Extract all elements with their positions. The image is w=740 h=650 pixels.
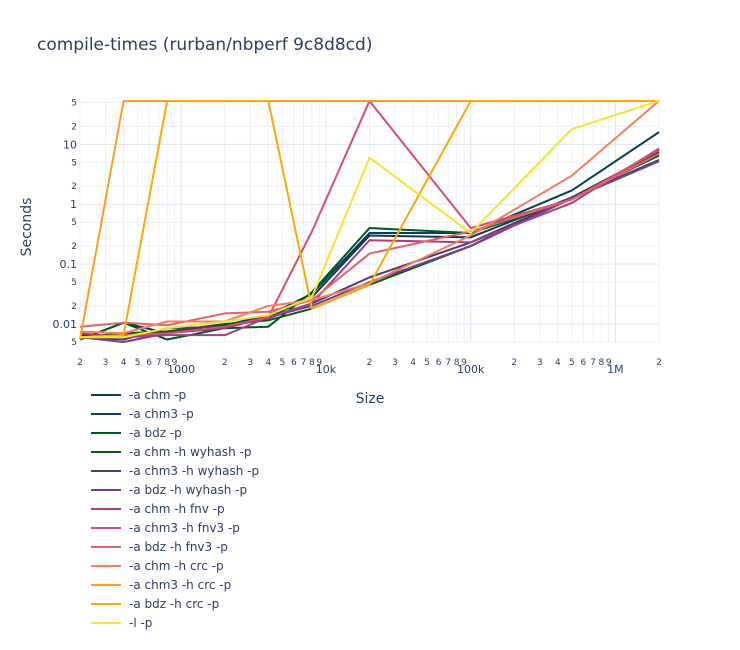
legend-item[interactable]: -a chm -h fnv -p xyxy=(91,502,225,516)
x-tick-minor-label: 2 xyxy=(77,358,83,368)
series-line-7 xyxy=(79,147,660,339)
legend-label: -a bdz -p xyxy=(129,426,182,440)
y-tick-minor-label: 5 xyxy=(71,218,77,228)
x-tick-minor-label: 2 xyxy=(511,358,517,368)
x-tick-minor-label: 7 xyxy=(445,358,451,368)
x-tick-minor-label: 8 xyxy=(454,358,460,368)
series-group xyxy=(79,99,660,343)
legend: -a chm -p -a chm3 -p -a bdz -p -a chm -h wy… xyxy=(91,388,259,630)
legend-label: -a chm3 -h crc -p xyxy=(129,578,231,592)
x-tick-minor-label: 7 xyxy=(156,358,162,368)
x-tick-minor-label: 2 xyxy=(222,358,228,368)
legend-item[interactable]: -a chm3 -h fnv3 -p xyxy=(91,521,240,535)
legend-item[interactable]: -a bdz -h fnv3 -p xyxy=(91,540,228,554)
x-tick-minor-label: 3 xyxy=(247,358,253,368)
y-tick-label: 1 xyxy=(70,198,77,211)
x-tick-minor-label: 4 xyxy=(121,358,127,368)
x-tick-label: 100k xyxy=(457,363,485,376)
legend-item[interactable]: -a chm -p xyxy=(91,388,186,402)
y-tick-minor-label: 2 xyxy=(71,242,77,252)
y-tick-minor-label: 5 xyxy=(71,98,77,108)
y-tick-minor-label: 5 xyxy=(71,278,77,288)
legend-label: -a bdz -h crc -p xyxy=(129,597,219,611)
series-line-12 xyxy=(79,99,659,339)
y-tick-minor-label: 2 xyxy=(71,182,77,192)
legend-label: -a bdz -h wyhash -p xyxy=(129,483,247,497)
x-tick-label: 1000 xyxy=(167,363,195,376)
legend-label: -a chm -p xyxy=(129,388,186,402)
x-tick-minor-label: 3 xyxy=(103,358,109,368)
legend-label: -a chm -h wyhash -p xyxy=(129,445,251,459)
legend-label: -a chm -h crc -p xyxy=(129,559,224,573)
legend-label: -a chm3 -h fnv3 -p xyxy=(129,521,240,535)
x-tick-minor-label: 8 xyxy=(164,358,170,368)
x-tick-minor-label: 6 xyxy=(146,358,152,368)
legend-label: -a chm3 -h wyhash -p xyxy=(129,464,259,478)
legend-item[interactable]: -l -p xyxy=(91,616,152,630)
y-tick-minor-label: 5 xyxy=(71,338,77,348)
legend-label: -a chm -h fnv -p xyxy=(129,502,225,516)
x-tick-minor-label: 5 xyxy=(135,358,141,368)
y-axis-title: Seconds xyxy=(19,198,35,257)
x-tick-minor-label: 9 xyxy=(606,358,612,368)
x-tick-minor-label: 5 xyxy=(569,358,575,368)
legend-item[interactable]: -a chm -h wyhash -p xyxy=(91,445,251,459)
y-tick-minor-label: 2 xyxy=(71,302,77,312)
x-tick-minor-label: 9 xyxy=(316,358,322,368)
legend-item[interactable]: -a chm -h crc -p xyxy=(91,559,224,573)
x-tick-minor-label: 4 xyxy=(410,358,416,368)
x-tick-minor-label: 7 xyxy=(301,358,307,368)
x-tick-minor-label: 8 xyxy=(309,358,315,368)
legend-item[interactable]: -a bdz -p xyxy=(91,426,182,440)
x-tick-minor-label: 6 xyxy=(291,358,297,368)
legend-item[interactable]: -a bdz -h wyhash -p xyxy=(91,483,247,497)
y-axis-ticks: 5 2 5 2 5 2 5 2 5 0.01 0.1 1 10 xyxy=(53,98,78,348)
x-tick-minor-label: 7 xyxy=(590,358,596,368)
x-tick-minor-label: 3 xyxy=(537,358,543,368)
y-tick-label: 10 xyxy=(63,138,77,151)
legend-item[interactable]: -a chm3 -p xyxy=(91,407,194,421)
x-tick-minor-label: 2 xyxy=(367,358,373,368)
y-tick-label: 0.01 xyxy=(53,318,78,331)
x-tick-minor-label: 6 xyxy=(580,358,586,368)
x-tick-minor-label: 3 xyxy=(392,358,398,368)
x-tick-minor-label: 4 xyxy=(265,358,271,368)
x-tick-label: 10k xyxy=(316,363,337,376)
x-tick-minor-label: 9 xyxy=(172,358,178,368)
y-tick-minor-label: 5 xyxy=(71,158,77,168)
legend-item[interactable]: -a bdz -h crc -p xyxy=(91,597,219,611)
x-tick-minor-label: 9 xyxy=(461,358,467,368)
x-axis-title: Size xyxy=(356,391,385,407)
grid xyxy=(79,100,660,343)
y-tick-minor-label: 2 xyxy=(71,122,77,132)
x-tick-minor-label: 6 xyxy=(436,358,442,368)
x-tick-minor-label: 5 xyxy=(424,358,430,368)
legend-label: -a chm3 -p xyxy=(129,407,194,421)
legend-label: -a bdz -h fnv3 -p xyxy=(129,540,228,554)
y-tick-label: 0.1 xyxy=(60,258,78,271)
x-tick-label: 1M xyxy=(607,363,624,376)
legend-item[interactable]: -a chm3 -h wyhash -p xyxy=(91,464,259,478)
series-line-10 xyxy=(79,100,660,335)
x-tick-minor-label: 4 xyxy=(555,358,561,368)
series-line-13 xyxy=(80,100,660,339)
legend-label: -l -p xyxy=(129,616,152,630)
series-line-8 xyxy=(79,99,660,339)
chart-title: compile-times (rurban/nbperf 9c8d8cd) xyxy=(37,35,372,55)
x-tick-minor-label: 8 xyxy=(599,358,605,368)
x-tick-minor-label: 2 xyxy=(656,358,662,368)
x-tick-minor-label: 5 xyxy=(279,358,285,368)
legend-item[interactable]: -a chm3 -h crc -p xyxy=(91,578,231,592)
